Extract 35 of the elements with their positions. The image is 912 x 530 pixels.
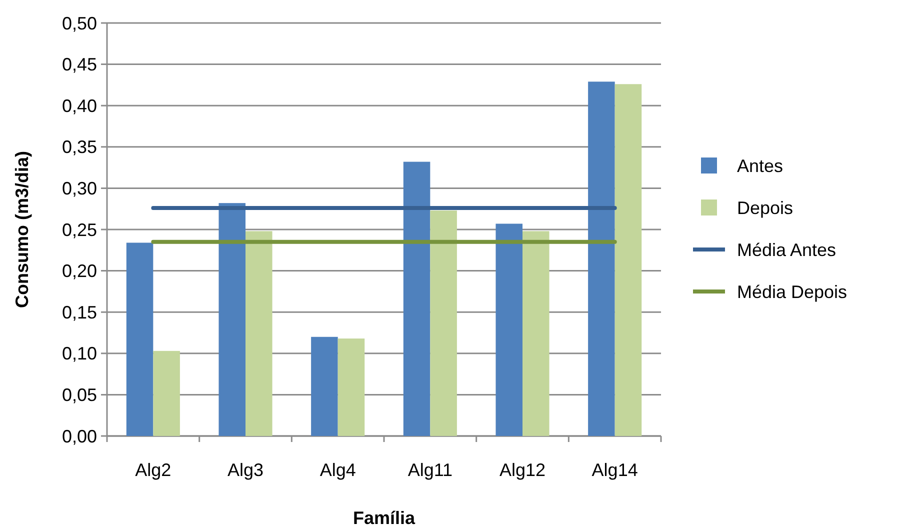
y-tick-label: 0,05: [62, 385, 97, 405]
legend-label: Média Depois: [737, 282, 848, 302]
legend-label: Média Antes: [737, 240, 836, 260]
bar: [614, 84, 642, 436]
y-tick-label: 0,00: [62, 426, 97, 446]
bar: [403, 162, 430, 436]
y-tick-label: 0,20: [62, 261, 97, 282]
y-tick-label: 0,45: [62, 54, 97, 75]
y-tick-label: 0,15: [62, 302, 97, 322]
x-tick-label: Alg2: [135, 460, 172, 480]
bar: [311, 336, 338, 436]
y-tick-label: 0,30: [62, 178, 97, 198]
legend-label: Depois: [737, 198, 794, 218]
bar: [153, 350, 180, 436]
x-tick-label: Alg12: [499, 460, 546, 480]
y-tick-label: 0,25: [62, 220, 97, 240]
bar: [246, 231, 272, 436]
bar: [496, 224, 522, 436]
bar: [522, 231, 550, 436]
y-axis-title: Consumo (m3/dia): [12, 150, 32, 308]
x-tick-label: Alg14: [592, 460, 638, 480]
y-tick-label: 0,35: [62, 137, 97, 158]
y-tick-label: 0,40: [62, 96, 97, 116]
bar: [430, 210, 457, 436]
bar: [338, 338, 365, 436]
x-tick-label: Alg3: [227, 460, 264, 480]
y-tick-label: 0,50: [62, 13, 97, 34]
x-tick-label: Alg4: [320, 460, 356, 480]
bar: [126, 242, 154, 436]
legend-label: Antes: [737, 156, 784, 176]
bar: [588, 82, 615, 436]
x-axis-title: Família: [352, 508, 416, 528]
y-tick-label: 0,10: [62, 344, 97, 364]
bar: [218, 203, 246, 436]
x-tick-label: Alg11: [408, 460, 453, 480]
